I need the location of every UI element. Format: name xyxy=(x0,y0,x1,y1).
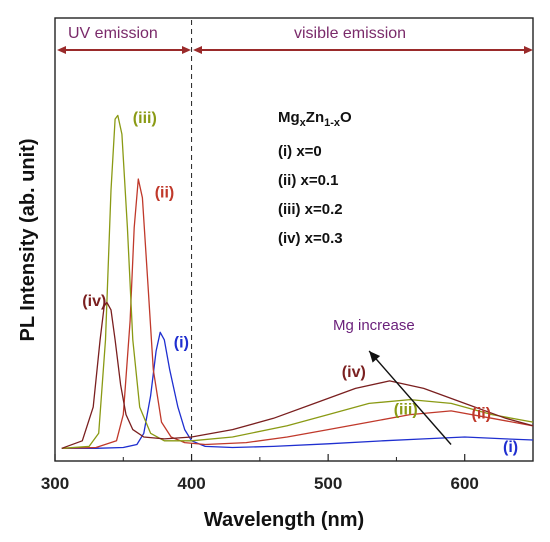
visible-emission-label: visible emission xyxy=(294,25,406,42)
plot-frame xyxy=(54,17,534,462)
legend: MgxZn1-xO (i) x=0 (ii) x=0.1 (iii) x=0.2… xyxy=(278,109,352,247)
series-label-visible-1: (ii) xyxy=(472,405,492,422)
legend-title-o: O xyxy=(340,109,352,126)
legend-entry-ii: (ii) x=0.1 xyxy=(278,172,338,189)
x-tick-label-0: 300 xyxy=(41,474,69,493)
series-label-visible-2: (iii) xyxy=(394,402,418,419)
series-line-3 xyxy=(61,301,534,449)
series-line-1 xyxy=(61,178,534,449)
mg-increase-arrow xyxy=(368,350,452,445)
x-axis-title: Wavelength (nm) xyxy=(204,509,364,531)
uv-emission-label: UV emission xyxy=(68,25,158,42)
series-label-visible-3: (iv) xyxy=(342,364,366,381)
x-tick-label-1: 400 xyxy=(177,474,205,493)
spectrum-curves xyxy=(61,114,534,449)
legend-entry-iii: (iii) x=0.2 xyxy=(278,201,343,218)
region-band: UV emission visible emission xyxy=(57,20,533,448)
visible-arrow-left-head xyxy=(193,46,202,54)
series-line-2 xyxy=(61,114,534,449)
x-tick-label-2: 500 xyxy=(314,474,342,493)
series-line-0 xyxy=(61,331,534,449)
series-label-peak-1: (ii) xyxy=(155,185,175,202)
legend-title-zn: Zn xyxy=(306,109,324,126)
mg-increase-annotation: Mg increase xyxy=(333,317,452,445)
x-axis-ticks: 300 400 500 600 xyxy=(41,454,534,493)
uv-arrow-right-head xyxy=(182,46,191,54)
series-label-peak-0: (i) xyxy=(174,334,189,351)
legend-title-sub-x: x xyxy=(300,117,307,129)
series-label-peak-2: (iii) xyxy=(133,110,157,127)
x-tick-label-3: 600 xyxy=(451,474,479,493)
visible-arrow-right-head xyxy=(524,46,533,54)
mg-increase-label: Mg increase xyxy=(333,317,415,334)
legend-title: MgxZn1-xO xyxy=(278,109,352,129)
series-labels: (i) (i) (ii) (ii) (iii) (iii) (iv) (iv) xyxy=(82,110,518,456)
legend-entry-iv: (iv) x=0.3 xyxy=(278,230,343,247)
series-label-visible-0: (i) xyxy=(503,439,518,456)
mg-increase-arrow-head xyxy=(369,351,381,363)
y-axis-title: PL Intensity (ab. unit) xyxy=(17,139,39,342)
series-label-peak-3: (iv) xyxy=(82,293,106,310)
legend-title-mg: Mg xyxy=(278,109,300,126)
legend-entry-i: (i) x=0 xyxy=(278,143,322,160)
legend-title-sub-1-x: 1-x xyxy=(324,117,341,129)
uv-arrow-left-head xyxy=(57,46,66,54)
